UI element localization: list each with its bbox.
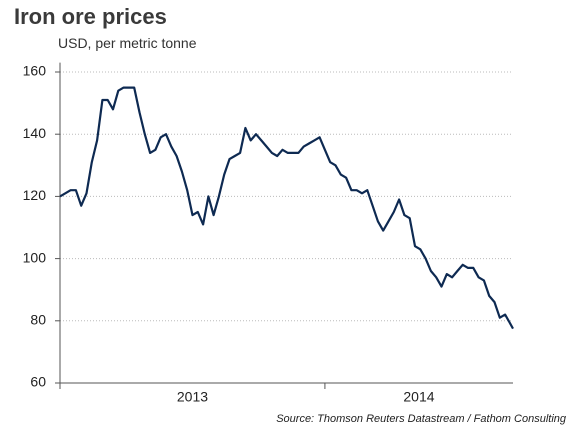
chart-subtitle: USD, per metric tonne xyxy=(58,35,197,51)
y-tick-label: 120 xyxy=(23,187,47,203)
price-line xyxy=(59,86,514,330)
y-tick-label: 140 xyxy=(23,125,47,141)
x-tick-label: 2013 xyxy=(177,389,208,405)
y-tick-label: 80 xyxy=(30,312,46,328)
source-note: Source: Thomson Reuters Datastream / Fat… xyxy=(276,413,567,425)
y-tick-label: 160 xyxy=(23,63,47,79)
y-tick-label: 60 xyxy=(30,374,46,390)
x-tick-label: 2014 xyxy=(403,389,434,405)
y-tick-label: 100 xyxy=(23,249,47,265)
chart-title: Iron ore prices xyxy=(14,4,167,29)
